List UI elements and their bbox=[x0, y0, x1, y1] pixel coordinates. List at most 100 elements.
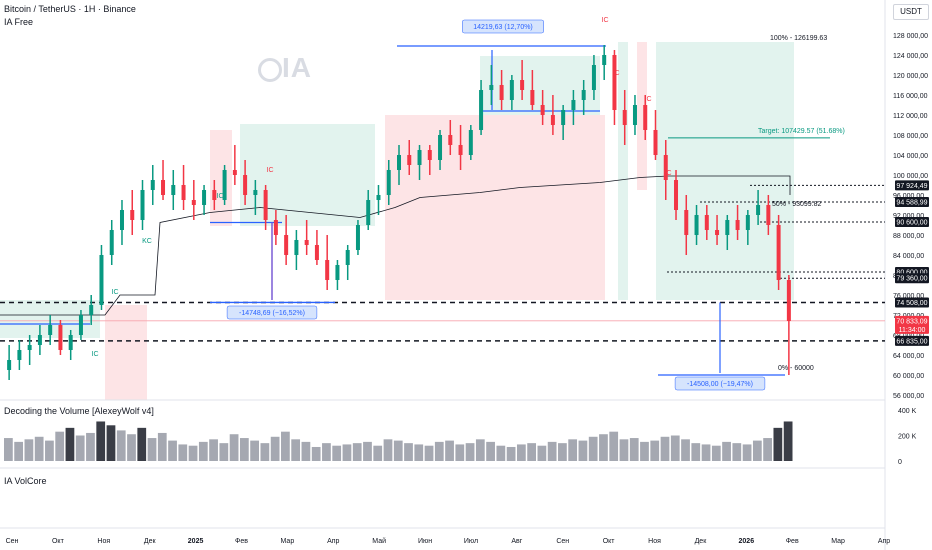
volume-bar bbox=[34, 436, 44, 461]
time-tick-label: Ноя bbox=[648, 538, 661, 545]
time-tick-label: Дек bbox=[695, 538, 708, 545]
candle-body bbox=[314, 245, 319, 260]
candle-body bbox=[335, 265, 340, 280]
candle-body bbox=[581, 90, 586, 100]
volume-bar bbox=[701, 444, 711, 461]
price-tag-text: 74 508,00 bbox=[896, 300, 927, 307]
time-tick-label: Апр bbox=[878, 538, 890, 545]
volume-bar bbox=[250, 440, 259, 461]
candle-body bbox=[540, 105, 545, 115]
ic-marker: IC bbox=[92, 351, 99, 358]
price-tick-label: 124 000,00 bbox=[893, 53, 928, 60]
volume-bar bbox=[157, 432, 167, 461]
candle-body bbox=[37, 335, 42, 345]
fib-0-label: 0% - 60000 bbox=[778, 365, 814, 372]
candle-body bbox=[715, 230, 720, 235]
candle-body bbox=[694, 215, 699, 235]
ic-marker: IC bbox=[602, 17, 609, 24]
candle-body bbox=[489, 85, 494, 90]
time-tick-label: Фев bbox=[786, 538, 799, 545]
candle-body bbox=[140, 190, 145, 220]
price-tick-label: 96 000,00 bbox=[893, 193, 924, 200]
ic-marker: IC bbox=[645, 96, 652, 103]
supply-zone bbox=[210, 130, 232, 226]
volume-bar bbox=[239, 438, 249, 461]
candle-body bbox=[776, 225, 781, 280]
time-axis: Сен Окт Ноя Дек 2025 Фев Мар Апр Май Июн Июл Авг Сен… bbox=[6, 537, 891, 545]
volume-bar bbox=[445, 440, 454, 461]
volume-bar bbox=[209, 439, 218, 461]
candle-body bbox=[786, 280, 791, 321]
candle-body bbox=[458, 145, 463, 155]
fib-target-label: Target: 107429.57 (51.68%) bbox=[758, 128, 845, 135]
candle-body bbox=[325, 260, 330, 280]
candle-body bbox=[632, 105, 637, 125]
price-tag-box bbox=[895, 297, 929, 308]
volume-bar bbox=[188, 445, 198, 461]
candles bbox=[7, 45, 791, 380]
ic-marker-text: IC bbox=[112, 289, 119, 296]
candle-body bbox=[397, 155, 401, 170]
volume-bar bbox=[455, 444, 465, 461]
volume-bar bbox=[558, 443, 567, 461]
measure-label-top-text: 14219,63 (12,70%) bbox=[473, 24, 533, 31]
volume-bar bbox=[609, 431, 619, 461]
price-axis: 128 000,00 124 000,00 120 000,00 116 000,00… bbox=[893, 33, 929, 466]
price-tag-box bbox=[895, 273, 929, 284]
price-tag-box bbox=[895, 180, 929, 191]
candle-body bbox=[386, 170, 391, 195]
time-tick-label: Фев bbox=[235, 538, 248, 545]
candle-body bbox=[78, 315, 83, 335]
volume-bar bbox=[14, 441, 24, 461]
ic-marker: IC bbox=[217, 193, 224, 200]
candle-body bbox=[407, 155, 412, 165]
volume-bar bbox=[229, 434, 239, 461]
candle-body bbox=[355, 225, 360, 250]
demand-zone bbox=[240, 124, 375, 226]
volume-bar bbox=[45, 440, 54, 461]
volume-bar bbox=[722, 441, 731, 461]
fib-50-label-text: 50% - 93099.82 bbox=[772, 201, 822, 208]
candle-body bbox=[99, 255, 104, 305]
candle-body bbox=[263, 190, 268, 220]
volume-bar bbox=[506, 446, 516, 461]
candle-body bbox=[571, 100, 576, 110]
candle-body bbox=[48, 325, 53, 335]
ic-marker: IC bbox=[112, 289, 119, 296]
volume-bar bbox=[270, 436, 280, 461]
watermark-logo: IA bbox=[282, 52, 312, 83]
price-tick-label: 76 000,00 bbox=[893, 293, 924, 300]
candle-body bbox=[684, 210, 689, 235]
volcore-pane-label: IA VolCore bbox=[4, 476, 47, 486]
candle-body bbox=[253, 190, 258, 195]
measure-label-box bbox=[226, 305, 318, 320]
price-tag-text: 80 600,00 bbox=[896, 270, 927, 277]
volume-bar bbox=[75, 435, 85, 461]
volume-bar bbox=[404, 443, 413, 461]
candle-body bbox=[499, 85, 504, 100]
ic-marker-text: IC bbox=[267, 167, 274, 174]
time-tick-label: Май bbox=[372, 537, 386, 545]
volume-bar bbox=[599, 434, 608, 461]
candle-body bbox=[273, 220, 278, 235]
volume-bar bbox=[373, 445, 383, 461]
volume-bar bbox=[742, 444, 752, 461]
volume-bar bbox=[434, 441, 444, 461]
volume-bar bbox=[691, 443, 701, 461]
price-tick-label: 128 000,00 bbox=[893, 33, 928, 40]
price-tick-label: 60 000,00 bbox=[893, 373, 924, 380]
candle-body bbox=[704, 215, 709, 230]
volume-bar bbox=[311, 446, 321, 461]
price-tag-box bbox=[895, 315, 929, 334]
volume-bar bbox=[496, 445, 506, 461]
currency-button[interactable]: USDT bbox=[893, 4, 929, 20]
volume-bar bbox=[681, 439, 690, 461]
volume-bar bbox=[147, 438, 157, 461]
price-grid bbox=[0, 0, 886, 550]
price-tag-text: 79 360,00 bbox=[896, 276, 927, 283]
candle-body bbox=[520, 80, 525, 90]
candle-body bbox=[304, 240, 309, 245]
fib-100-label-text: 100% - 126199.63 bbox=[770, 35, 827, 42]
candle-body bbox=[202, 190, 207, 205]
